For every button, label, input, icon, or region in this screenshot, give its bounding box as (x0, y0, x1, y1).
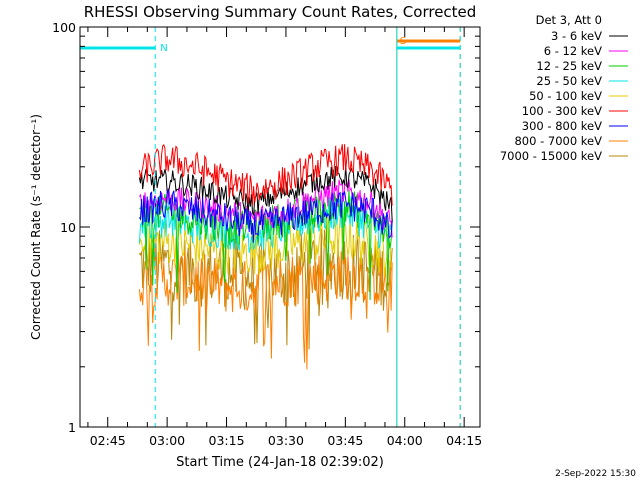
chart-title: RHESSI Observing Summary Count Rates, Co… (84, 3, 477, 21)
legend-label: 800 - 7000 keV (514, 134, 602, 148)
series-layer (138, 143, 393, 370)
plot-area: NS 02:45 03:00 03:15 03:30 03:45 04:00 04:1511… (52, 20, 482, 448)
legend-label: 25 - 50 keV (536, 74, 602, 88)
x-tick-label: 04:00 (387, 433, 423, 448)
annotation-night-0-label: N (160, 43, 167, 54)
y-axis-label: Corrected Count Rate (s⁻¹ detector⁻¹) (29, 114, 43, 340)
x-tick-label: 03:15 (209, 433, 245, 448)
y-tick-label: 10 (60, 220, 76, 235)
y-tick-label: 1 (68, 420, 76, 435)
footer-date: 2-Sep-2022 15:30 (555, 469, 636, 479)
series-line-100-300-kev (138, 143, 393, 206)
series-line-3-6-kev (138, 164, 393, 223)
legend-label: 12 - 25 keV (536, 59, 602, 73)
legend-label: 50 - 100 keV (529, 89, 602, 103)
x-tick-label: 04:15 (446, 433, 482, 448)
series-line-800-7000-kev (138, 246, 393, 370)
axis-layer: 02:45 03:00 03:15 03:30 03:45 04:00 04:15 1 10 10… (52, 20, 482, 448)
legend-label: 6 - 12 keV (544, 44, 602, 58)
x-tick-label: 03:00 (149, 433, 185, 448)
legend-label: 7000 - 15000 keV (500, 149, 602, 163)
x-tick-label: 03:30 (268, 433, 304, 448)
series-line-6-12-kev (138, 179, 393, 238)
x-tick-label: 03:45 (327, 433, 363, 448)
legend-label: 300 - 800 keV (522, 119, 602, 133)
y-tick-label: 100 (52, 20, 76, 35)
legend-label: 3 - 6 keV (551, 29, 602, 43)
annotation-saa-1-label: S (400, 36, 406, 47)
annotation-layer: NS (80, 27, 461, 427)
legend-title: Det 3, Att 0 (536, 13, 602, 27)
legend-label: 100 - 300 keV (522, 104, 602, 118)
x-tick-label: 02:45 (90, 433, 126, 448)
x-axis-label: Start Time (24-Jan-18 02:39:02) (176, 455, 384, 470)
series-line-300-800-kev (138, 188, 393, 243)
